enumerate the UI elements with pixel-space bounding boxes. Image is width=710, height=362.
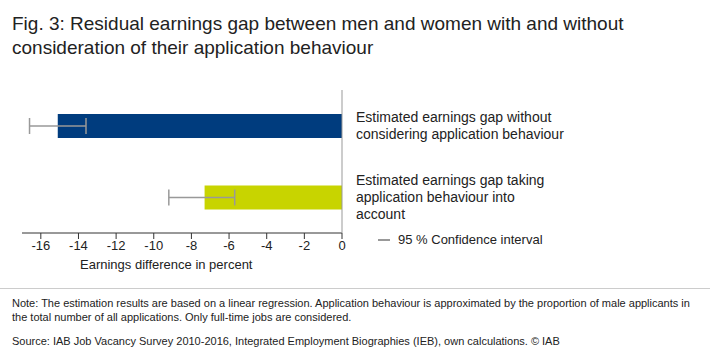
svg-text:Estimated earnings gap taking: Estimated earnings gap taking [356, 172, 544, 188]
svg-text:considering application behavi: considering application behaviour [356, 126, 564, 142]
html-text:Note: The estimation results a: Note: The estimation results are based o… [12, 297, 690, 323]
html-text:Source: IAB Job Vacancy Survey: Source: IAB Job Vacancy Survey 2010-2016… [12, 335, 560, 347]
svg-text:-10: -10 [144, 238, 163, 253]
svg-text:0: 0 [338, 238, 345, 253]
svg-text:-12: -12 [107, 238, 126, 253]
svg-text:-8: -8 [186, 238, 198, 253]
svg-text:-2: -2 [299, 238, 311, 253]
html-text:Fig. 3: Residual earnings gap: Fig. 3: Residual earnings gap between me… [12, 13, 624, 58]
svg-text:-16: -16 [31, 238, 50, 253]
svg-text:-6: -6 [223, 238, 235, 253]
svg-text:application behaviour into: application behaviour into [356, 189, 515, 205]
svg-text:-14: -14 [69, 238, 88, 253]
svg-text:account: account [356, 206, 405, 222]
html-text:95 % Confidence interval: 95 % Confidence interval [398, 232, 543, 247]
svg-text:-4: -4 [261, 238, 273, 253]
svg-text:Estimated earnings gap without: Estimated earnings gap without [356, 109, 551, 125]
html-text:Earnings difference in percent: Earnings difference in percent [80, 257, 253, 272]
